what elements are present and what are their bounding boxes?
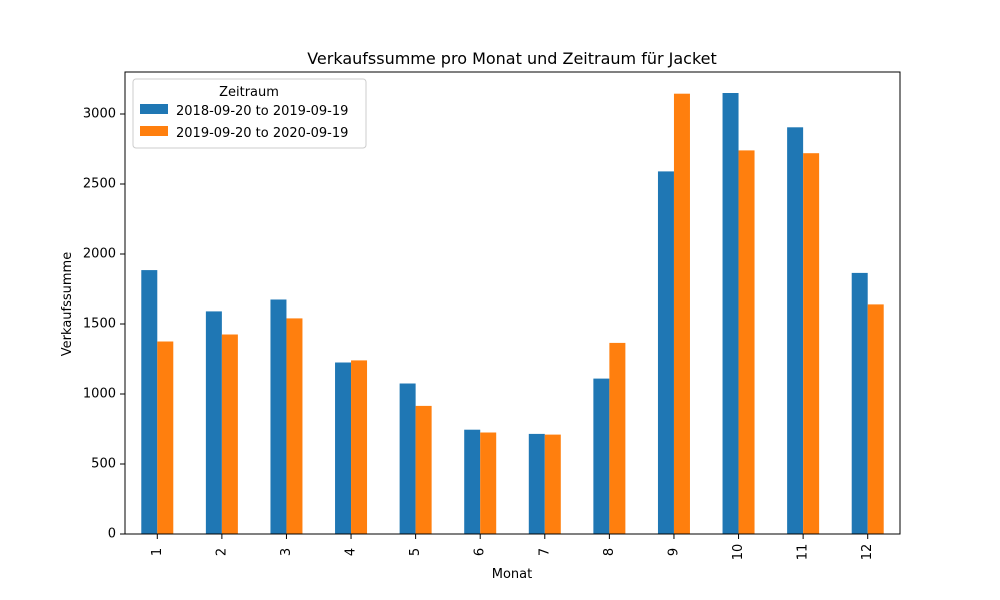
bar-series-2-month-2: [221, 334, 238, 534]
bar-series-1-month-6: [464, 429, 481, 534]
y-tick-label-3000: 3000: [83, 107, 116, 122]
x-tick-label-4: 4: [344, 548, 359, 556]
legend: Zeitraum 2018-09-20 to 2019-09-19 2019-0…: [132, 78, 367, 149]
x-tick-label-8: 8: [602, 548, 617, 556]
bar-series-2-month-3: [286, 318, 303, 534]
legend-label-series-2: 2019-09-20 to 2020-09-19: [176, 126, 348, 141]
bar-series-2-month-12: [867, 304, 884, 534]
bar-series-2-month-8: [609, 342, 626, 534]
bar-series-2-month-7: [544, 434, 561, 534]
y-tick-label-0: 0: [108, 527, 116, 542]
bar-series-1-month-7: [528, 433, 545, 534]
legend-box: [132, 78, 367, 149]
bar-series-2-month-9: [673, 93, 690, 534]
legend-label-series-1: 2018-09-20 to 2019-09-19: [176, 104, 348, 119]
y-axis-title: Verkaufssumme: [60, 252, 75, 356]
bar-series-1-month-1: [141, 270, 158, 534]
x-tick-label-3: 3: [279, 548, 294, 556]
legend-swatch-series-1: [140, 104, 168, 114]
x-tick-label-11: 11: [796, 544, 811, 561]
bar-series-1-month-8: [593, 378, 610, 534]
bar-series-2-month-4: [351, 360, 368, 534]
bar-series-2-month-1: [157, 341, 174, 534]
x-tick-label-5: 5: [408, 548, 423, 556]
bar-series-1-month-9: [657, 171, 674, 534]
x-tick-label-7: 7: [537, 548, 552, 556]
bar-series-1-month-5: [399, 383, 416, 534]
x-tick-label-6: 6: [473, 548, 488, 556]
bar-series-1-month-11: [787, 127, 804, 535]
y-tick-label-2500: 2500: [83, 177, 116, 192]
x-tick-label-12: 12: [860, 544, 875, 561]
bar-series-1-month-12: [851, 272, 868, 534]
bar-series-1-month-2: [205, 311, 222, 534]
x-tick-label-9: 9: [666, 548, 681, 556]
bar-series-1-month-3: [270, 299, 287, 534]
bar-series-1-month-10: [722, 93, 739, 534]
bar-series-2-month-11: [803, 153, 820, 534]
legend-swatch-series-2: [140, 126, 168, 136]
y-tick-label-1500: 1500: [83, 317, 116, 332]
y-tick-label-500: 500: [91, 457, 116, 472]
x-tick-label-2: 2: [214, 548, 229, 556]
x-tick-label-1: 1: [150, 548, 165, 556]
x-tick-label-10: 10: [731, 544, 746, 561]
legend-title: Zeitraum: [219, 85, 279, 100]
bar-series-2-month-6: [480, 432, 497, 534]
chart-title: Verkaufssumme pro Monat und Zeitraum für…: [307, 49, 717, 68]
plot-area: [141, 93, 884, 535]
y-tick-label-2000: 2000: [83, 247, 116, 262]
bar-series-2-month-10: [738, 150, 755, 534]
bar-series-1-month-4: [335, 362, 352, 534]
y-tick-label-1000: 1000: [83, 387, 116, 402]
x-axis-title: Monat: [492, 567, 532, 582]
plot-frame: [124, 71, 901, 535]
bar-series-2-month-5: [415, 405, 432, 534]
